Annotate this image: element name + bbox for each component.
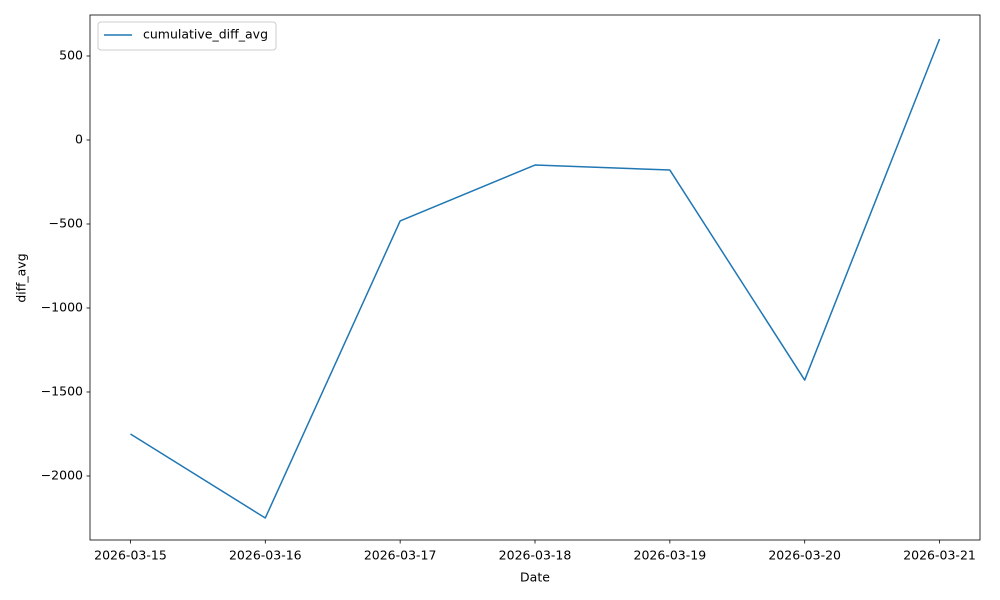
x-axis-label: Date: [520, 570, 550, 585]
x-tick-label: 2026-03-15: [94, 548, 167, 563]
line: [130, 38, 941, 519]
x-tick-label: 2026-03-19: [634, 548, 707, 563]
legend-box: [97, 21, 277, 51]
x-tick-label: 2026-03-18: [499, 548, 572, 563]
axes-frame: [89, 14, 981, 541]
y-tick-label: −1500: [41, 383, 83, 398]
y-tick-label: −1000: [41, 299, 83, 314]
y-tick-label: 500: [59, 47, 83, 62]
x-tick-label: 2026-03-16: [229, 548, 302, 563]
legend-label: cumulative_diff_avg: [143, 27, 268, 42]
y-tick-label: −2000: [41, 467, 83, 482]
x-tick-label: 2026-03-17: [364, 548, 437, 563]
y-axis-label: diff_avg: [14, 253, 29, 302]
x-tick-label: 2026-03-20: [768, 548, 841, 563]
y-tick-label: −500: [49, 215, 83, 230]
y-tick-label: 0: [75, 131, 83, 146]
x-tick-label: 2026-03-21: [903, 548, 976, 563]
